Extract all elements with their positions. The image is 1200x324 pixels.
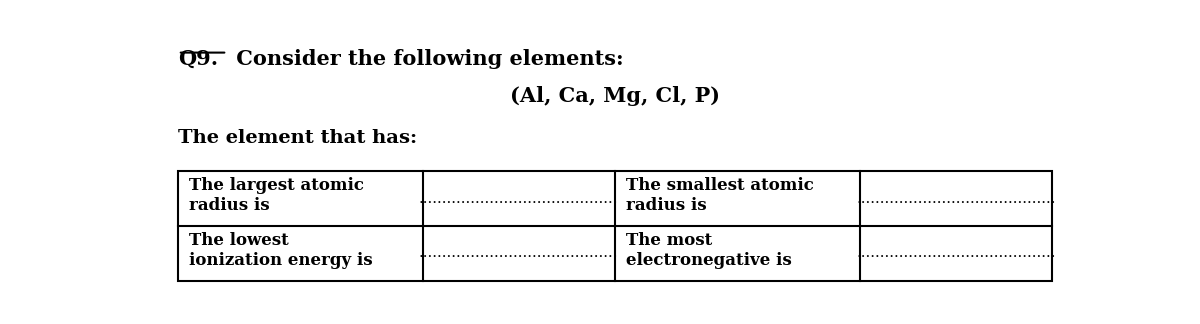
Text: ..........................................: ........................................… xyxy=(856,247,1056,260)
Text: Q9.: Q9. xyxy=(178,49,218,69)
Text: ..........................................: ........................................… xyxy=(419,191,618,205)
Text: The element that has:: The element that has: xyxy=(178,129,418,147)
Text: The lowest
ionization energy is: The lowest ionization energy is xyxy=(190,232,373,269)
Text: ..........................................: ........................................… xyxy=(856,191,1056,205)
Bar xyxy=(178,171,1052,281)
Text: ..........................................: ........................................… xyxy=(419,247,618,260)
Text: The smallest atomic
radius is: The smallest atomic radius is xyxy=(626,177,814,214)
Text: Consider the following elements:: Consider the following elements: xyxy=(229,49,624,69)
Text: The most
electronegative is: The most electronegative is xyxy=(626,232,792,269)
Text: The largest atomic
radius is: The largest atomic radius is xyxy=(190,177,364,214)
Text: (Al, Ca, Mg, Cl, P): (Al, Ca, Mg, Cl, P) xyxy=(510,86,720,106)
